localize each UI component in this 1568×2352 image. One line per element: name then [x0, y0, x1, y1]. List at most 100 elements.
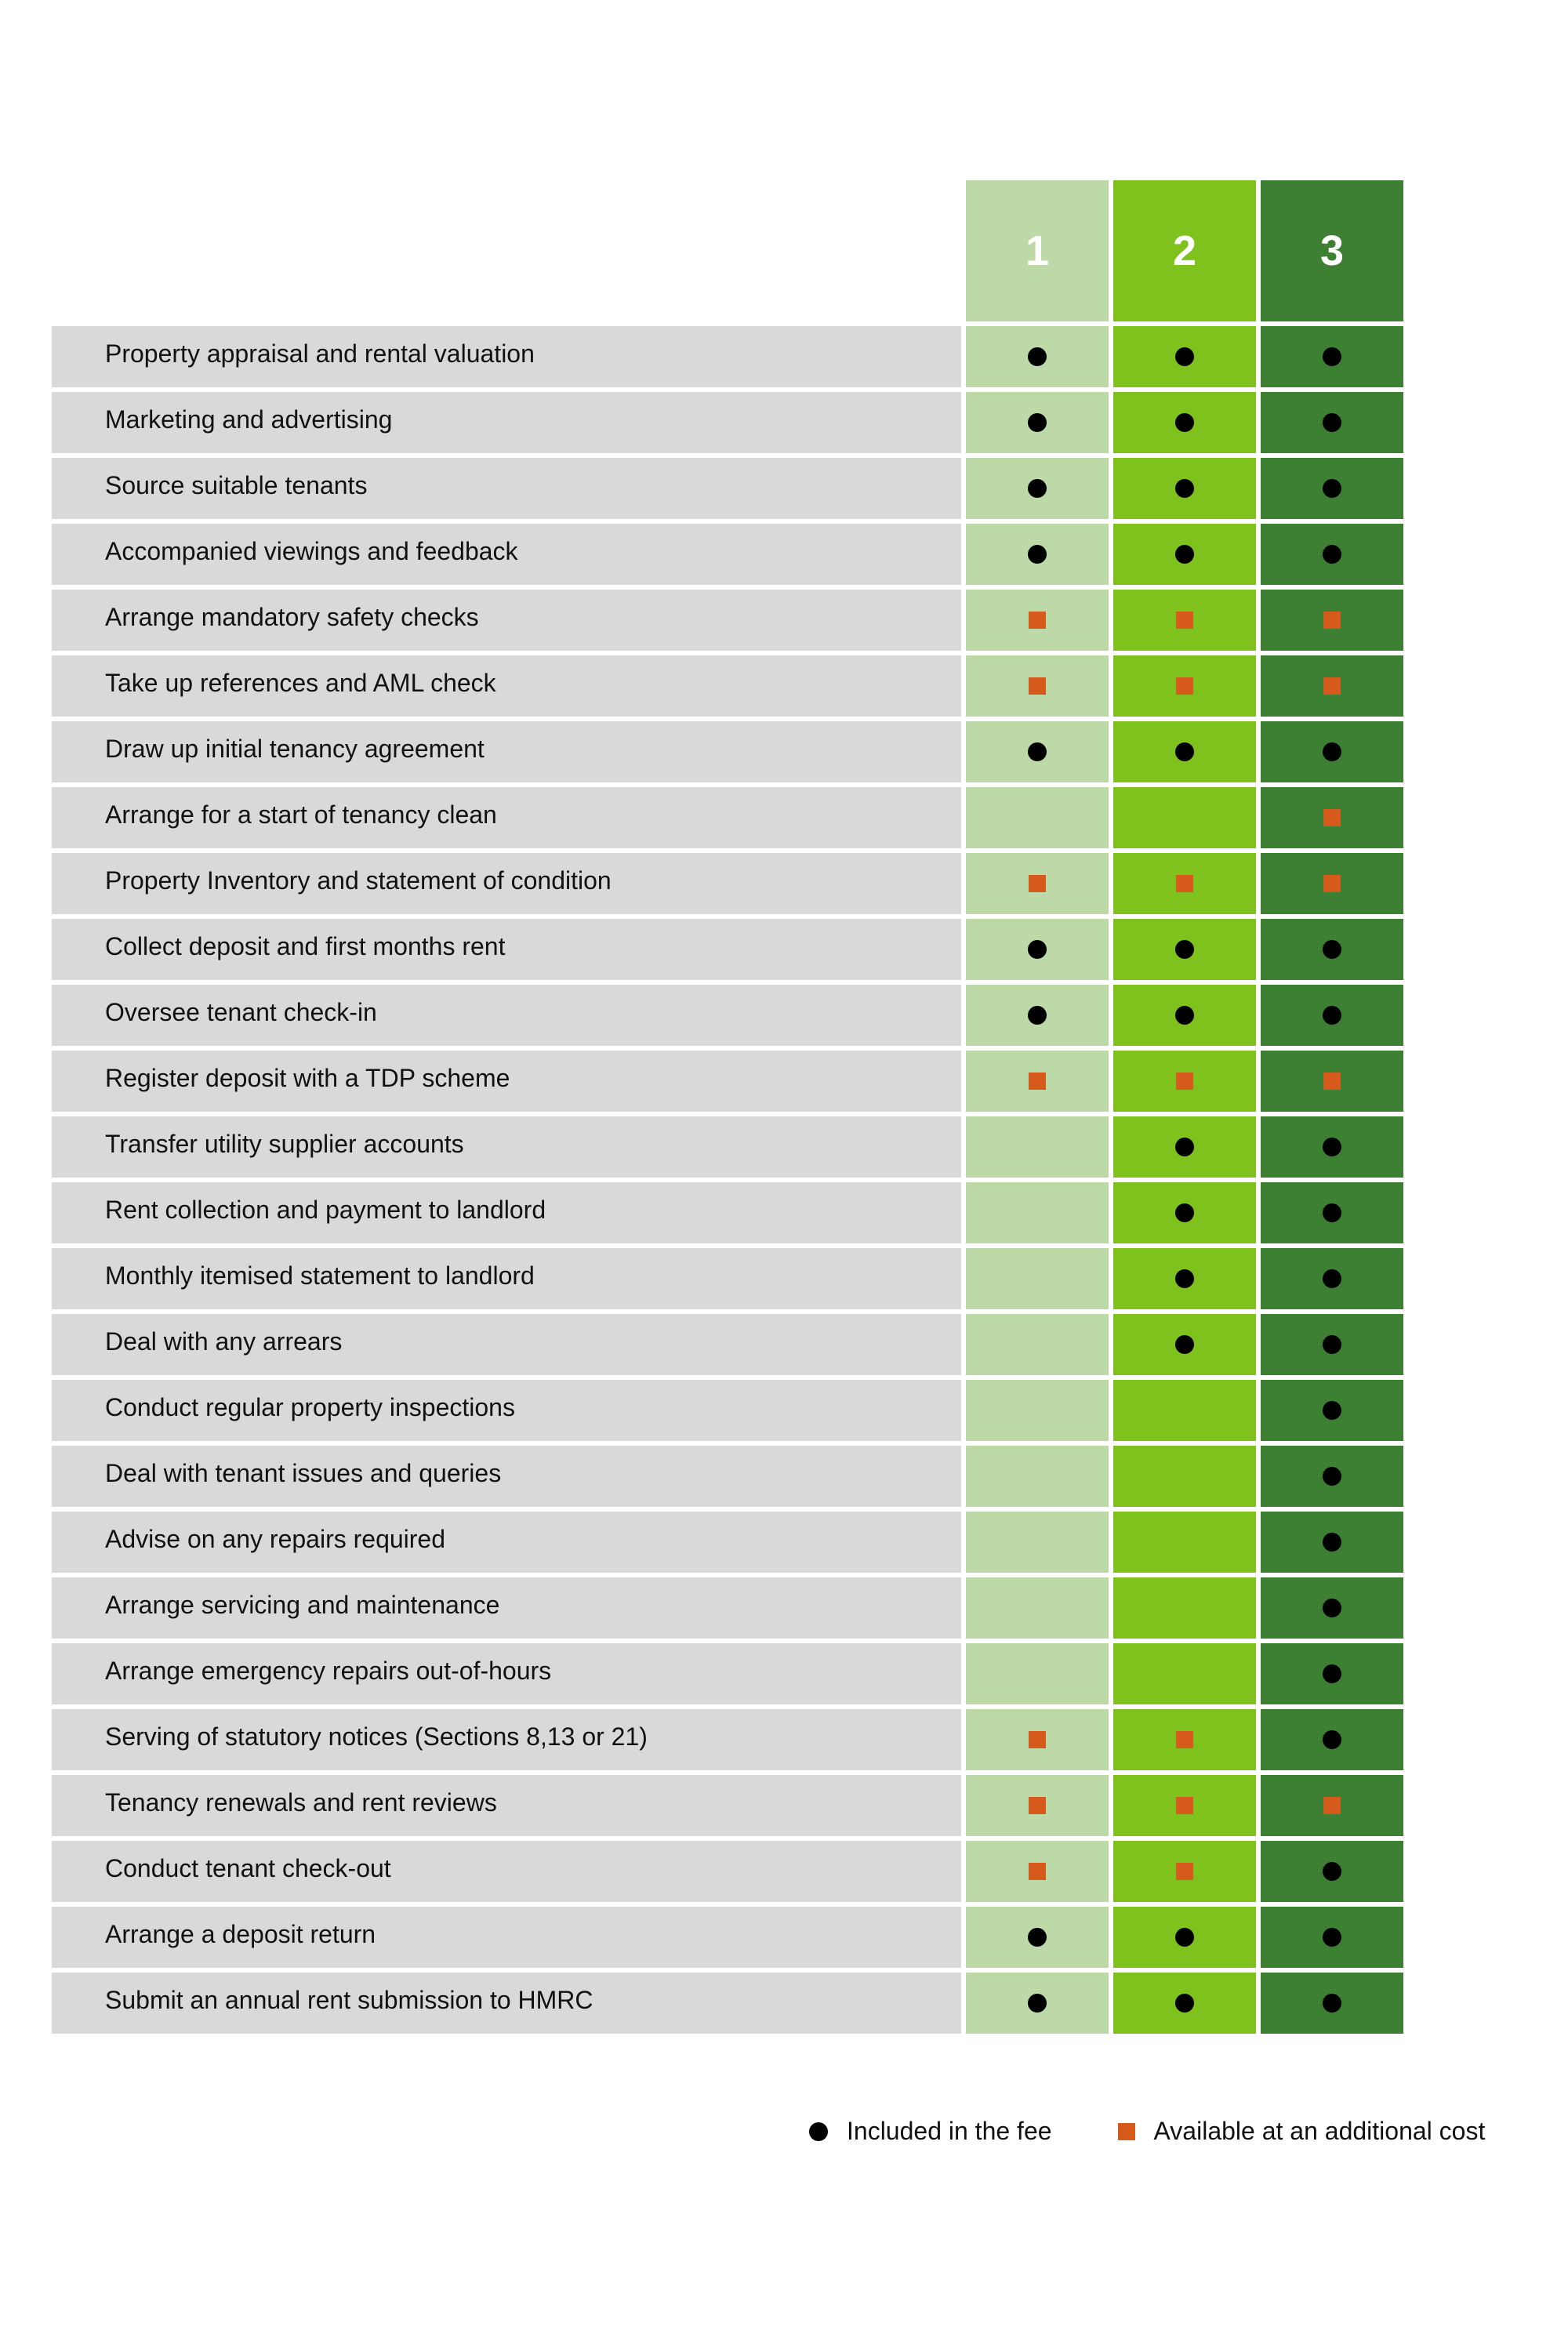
- plan-1-cell: [966, 1182, 1109, 1243]
- included-dot-icon: [1175, 1269, 1194, 1288]
- plan-1-cell: [966, 590, 1109, 651]
- additional-square-icon: [1029, 875, 1046, 892]
- included-dot-icon: [1323, 1006, 1341, 1025]
- plan-2-cell: [1113, 853, 1256, 914]
- service-row: Arrange emergency repairs out-of-hours: [52, 1643, 1422, 1704]
- included-dot-icon: [1323, 940, 1341, 959]
- service-row: Arrange for a start of tenancy clean: [52, 787, 1422, 848]
- plan-2-cell: [1113, 1907, 1256, 1968]
- plan-1-cell: [966, 655, 1109, 717]
- service-row: Conduct tenant check-out: [52, 1841, 1422, 1902]
- included-dot-icon: [1028, 940, 1047, 959]
- included-dot-icon: [1028, 742, 1047, 761]
- plan-3-cell: [1261, 1709, 1403, 1770]
- service-label: Serving of statutory notices (Sections 8…: [52, 1709, 961, 1770]
- service-label: Conduct tenant check-out: [52, 1841, 961, 1902]
- service-label: Deal with any arrears: [52, 1314, 961, 1375]
- additional-square-icon: [1323, 1073, 1341, 1090]
- plan-2-cell: [1113, 1314, 1256, 1375]
- service-row: Submit an annual rent submission to HMRC: [52, 1973, 1422, 2034]
- plan-1-cell: [966, 1248, 1109, 1309]
- plan-1-cell: [966, 1907, 1109, 1968]
- service-row: Take up references and AML check: [52, 655, 1422, 717]
- service-row: Transfer utility supplier accounts: [52, 1116, 1422, 1178]
- service-row: Source suitable tenants: [52, 458, 1422, 519]
- plan-3-cell: [1261, 919, 1403, 980]
- included-dot-icon: [1323, 1533, 1341, 1552]
- service-label: Draw up initial tenancy agreement: [52, 721, 961, 782]
- plan-1-cell: [966, 985, 1109, 1046]
- service-row: Marketing and advertising: [52, 392, 1422, 453]
- included-dot-icon: [1323, 1862, 1341, 1881]
- plan-1-cell: [966, 721, 1109, 782]
- included-dot-icon: [1028, 545, 1047, 564]
- service-label: Arrange for a start of tenancy clean: [52, 787, 961, 848]
- additional-square-icon: [1176, 677, 1193, 695]
- plan-1-cell: [966, 787, 1109, 848]
- plan-1-cell: [966, 1775, 1109, 1836]
- plan-1-cell: [966, 1116, 1109, 1178]
- included-dot-icon: [1323, 1599, 1341, 1617]
- service-row: Accompanied viewings and feedback: [52, 524, 1422, 585]
- plan-1-cell: [966, 1709, 1109, 1770]
- included-dot-icon: [1323, 347, 1341, 366]
- included-dot-icon: [1175, 940, 1194, 959]
- plan-3-cell: [1261, 326, 1403, 387]
- additional-square-icon: [1323, 1797, 1341, 1814]
- service-row: Arrange mandatory safety checks: [52, 590, 1422, 651]
- included-dot-icon: [1028, 347, 1047, 366]
- service-rows: Property appraisal and rental valuation M…: [52, 326, 1422, 2034]
- additional-square-icon: [1176, 1073, 1193, 1090]
- included-dot-icon: [1323, 1203, 1341, 1222]
- additional-square-icon: [1176, 1731, 1193, 1748]
- service-label: Conduct regular property inspections: [52, 1380, 961, 1441]
- plan-3-cell: [1261, 1182, 1403, 1243]
- plan-3-cell: [1261, 524, 1403, 585]
- plan-3-cell: [1261, 1577, 1403, 1639]
- plan-2-header: 2: [1113, 180, 1256, 321]
- plan-3-cell: [1261, 1973, 1403, 2034]
- included-dot-icon: [1323, 1401, 1341, 1420]
- service-row: Conduct regular property inspections: [52, 1380, 1422, 1441]
- service-row: Oversee tenant check-in: [52, 985, 1422, 1046]
- service-label: Rent collection and payment to landlord: [52, 1182, 961, 1243]
- included-dot-icon: [1175, 1138, 1194, 1156]
- service-row: Collect deposit and first months rent: [52, 919, 1422, 980]
- included-dot-icon: [1175, 1928, 1194, 1947]
- additional-square-icon: [1323, 677, 1341, 695]
- service-label: Marketing and advertising: [52, 392, 961, 453]
- additional-square-icon: [1117, 2122, 1135, 2140]
- plan-3-cell: [1261, 1314, 1403, 1375]
- additional-square-icon: [1029, 1731, 1046, 1748]
- included-dot-icon: [1028, 413, 1047, 432]
- service-label: Monthly itemised statement to landlord: [52, 1248, 961, 1309]
- plan-2-cell: [1113, 1841, 1256, 1902]
- plan-2-cell: [1113, 1248, 1256, 1309]
- plan-2-cell: [1113, 655, 1256, 717]
- plan-2-cell: [1113, 1512, 1256, 1573]
- plan-2-cell: [1113, 1643, 1256, 1704]
- plan-2-cell: [1113, 787, 1256, 848]
- service-label: Oversee tenant check-in: [52, 985, 961, 1046]
- included-dot-icon: [1323, 1928, 1341, 1947]
- service-row: Monthly itemised statement to landlord: [52, 1248, 1422, 1309]
- included-dot-icon: [1323, 413, 1341, 432]
- plan-1-cell: [966, 392, 1109, 453]
- additional-square-icon: [1029, 612, 1046, 629]
- plan-2-cell: [1113, 1775, 1256, 1836]
- service-label: Accompanied viewings and feedback: [52, 524, 961, 585]
- plan-2-cell: [1113, 392, 1256, 453]
- plan-3-cell: [1261, 1643, 1403, 1704]
- plan-2-cell: [1113, 1182, 1256, 1243]
- plan-2-cell: [1113, 1709, 1256, 1770]
- included-dot-icon: [1323, 1335, 1341, 1354]
- plan-2-cell: [1113, 590, 1256, 651]
- legend: Included in the fee Available at an addi…: [809, 2117, 1485, 2146]
- plan-2-cell: [1113, 1973, 1256, 2034]
- included-dot-icon: [1175, 545, 1194, 564]
- plan-1-cell: [966, 326, 1109, 387]
- included-dot-icon: [1323, 479, 1341, 498]
- service-row: Arrange a deposit return: [52, 1907, 1422, 1968]
- service-label: Submit an annual rent submission to HMRC: [52, 1973, 961, 2034]
- plan-1-cell: [966, 1841, 1109, 1902]
